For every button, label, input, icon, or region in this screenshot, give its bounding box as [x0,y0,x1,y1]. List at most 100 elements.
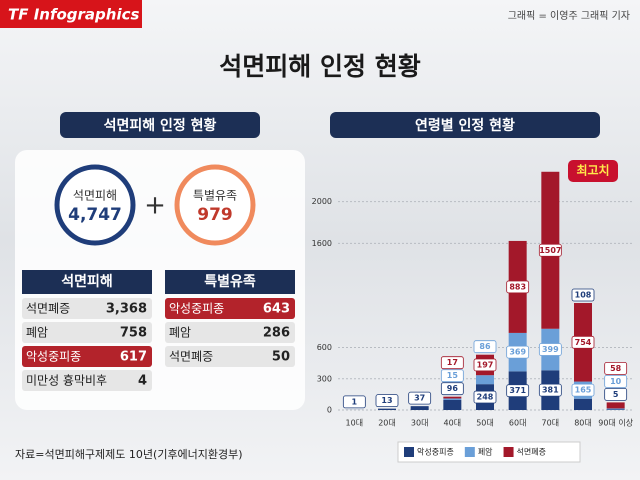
y-tick-label: 2000 [312,197,332,206]
bar-segment [606,402,625,409]
value-label: 86 [479,342,491,351]
legend-swatch [503,447,514,457]
value-label: 371 [509,386,526,395]
table-row-bg [22,322,152,343]
value-label-bg [571,335,595,349]
value-label-bg [604,374,628,388]
value-label-bg [571,383,595,397]
value-label: 165 [575,386,592,395]
value-label-bg [538,383,562,397]
value-label: 754 [575,338,592,347]
value-label-bg [473,390,497,404]
brand-box [0,0,142,28]
y-tick-label: 1600 [312,239,332,248]
table-cell: 악성중피종 [169,302,224,316]
table-header-bg [165,270,295,294]
annotation: 최고치 [576,163,609,178]
value-label: 248 [477,393,494,402]
value-label: 17 [447,358,458,367]
value-label-bg [538,243,562,257]
value-label: 197 [477,360,494,369]
value-label: 108 [575,291,592,300]
value-label: 13 [381,396,392,405]
table-cell: 석면폐증 [169,350,213,364]
x-tick-label: 50대 [476,419,494,428]
bar-segment [410,406,429,410]
y-tick-label: 600 [317,343,332,352]
legend-swatch [464,447,475,457]
summary-label: 특별유족 [193,189,237,203]
value-label: 883 [509,282,526,291]
value-label: 5 [613,390,619,399]
table-header-bg [22,270,152,294]
value-label-bg [440,382,464,396]
table-cell: 3,368 [106,302,147,317]
summary-value: 4,747 [68,205,122,225]
bar-segment [574,398,592,410]
value-label-bg [571,288,595,302]
value-label-bg [440,369,464,383]
value-label-bg [538,343,562,356]
value-label-bg [342,395,366,409]
legend-label: 악성중피종 [417,447,454,457]
table-cell: 4 [138,374,147,389]
value-label: 399 [542,345,559,354]
table-cell: 643 [263,302,290,317]
value-label-bg [506,280,530,294]
value-label-bg [408,391,432,405]
table-row-bg [22,298,152,319]
value-label: 369 [509,348,526,357]
table-cell: 폐암 [26,326,48,340]
value-label: 381 [542,386,559,395]
summary-circle [174,164,256,246]
value-label: 37 [414,394,425,403]
x-tick-label: 10대 [346,419,364,428]
value-label-bg [604,387,628,401]
x-tick-label: 30대 [411,419,429,428]
table-cell: 286 [263,326,290,341]
value-label: 10 [610,377,622,386]
value-label: 96 [447,384,459,393]
credit: 그래픽 = 이영주 그래픽 기자 [508,10,630,22]
value-label: 15 [447,371,459,380]
value-label-bg [506,345,530,359]
summary-value: 979 [197,205,233,225]
bar-segment [443,396,462,399]
table-cell: 악성중피종 [26,350,81,364]
value-label-bg [440,356,464,370]
left-subtitle: 석면피해 인정 현황 [104,117,217,134]
x-tick-label: 20대 [378,419,396,428]
table-header: 특별유족 [204,273,256,290]
source: 자료=석면피해구제제도 10년(기후에너지환경부) [15,447,243,461]
bar-segment [378,408,396,410]
table-row-bg [22,370,152,391]
legend: 악성중피종 폐암 석면폐증 [397,441,581,463]
brand: TF Infographics [8,6,139,24]
bar-segment [606,409,625,410]
table-cell: 미만성 흉막비후 [26,374,107,388]
table-header: 석면피해 [61,273,113,290]
summary-circle [54,164,136,246]
table-cell: 폐암 [169,326,191,340]
chart-title: 연령별 인정 현황 [415,117,515,134]
x-tick-label: 80대 [574,419,592,428]
table-cell: 617 [120,350,147,365]
value-label: 1 [352,397,358,406]
legend-label: 폐암 [478,447,493,457]
bar-segment [606,408,625,410]
main-title: 석면피해 인정 현황 [219,52,420,81]
right-subtitle-bar [330,112,600,138]
y-tick-label: 300 [317,374,332,383]
x-tick-label: 70대 [542,419,560,428]
table-row-bg [165,298,295,319]
x-tick-label: 60대 [509,419,527,428]
value-label: 58 [610,364,622,373]
legend-swatch [404,447,414,457]
table-row-bg [165,346,295,367]
table-cell: 석면폐증 [26,302,70,316]
table-cell: 758 [120,326,147,341]
x-tick-label: 90대 이상 [598,418,633,428]
table-row-bg [165,322,295,343]
table-cell: 50 [272,350,290,365]
